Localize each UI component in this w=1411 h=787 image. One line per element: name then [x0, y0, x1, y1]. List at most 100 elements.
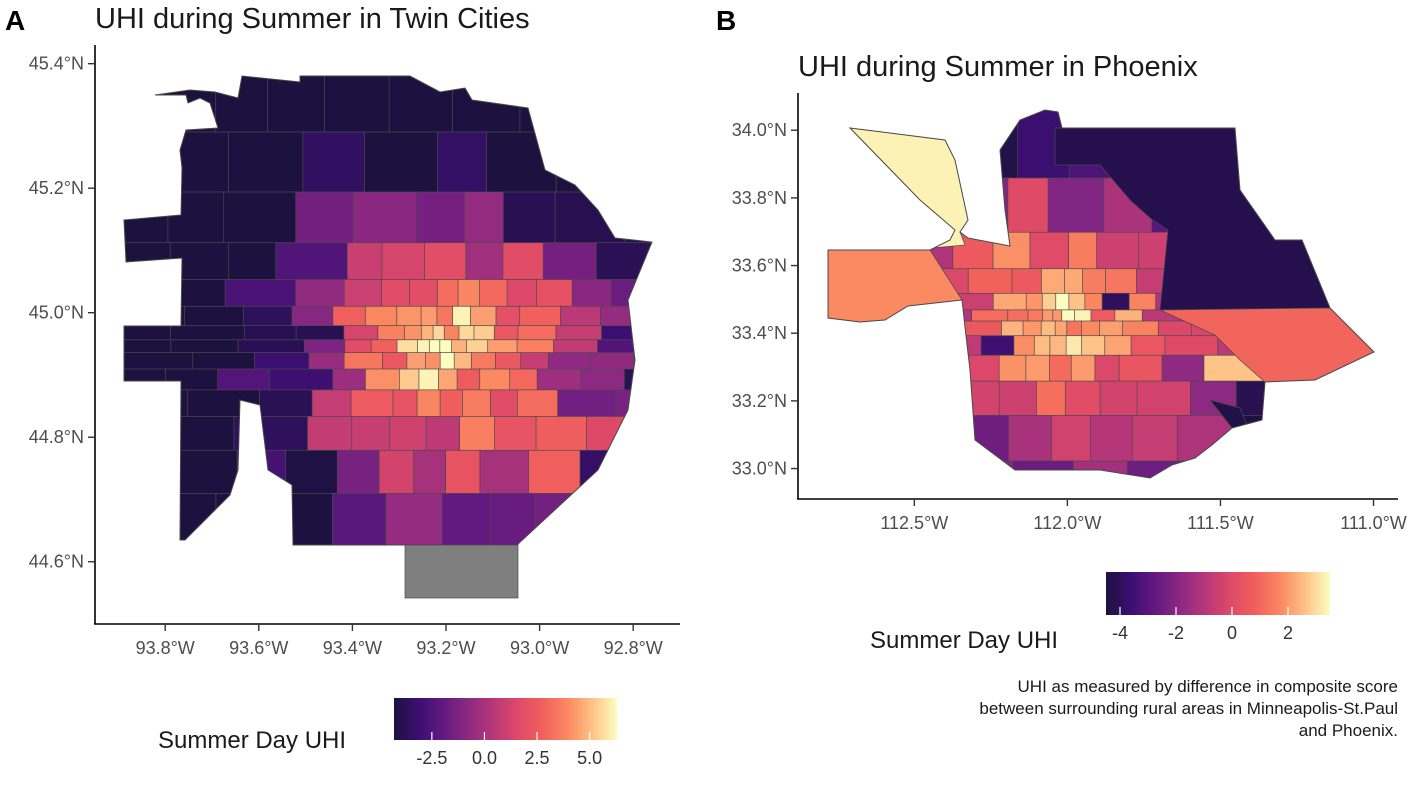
map-tract	[453, 352, 473, 370]
map-tract	[1008, 415, 1053, 462]
map-tract	[452, 305, 472, 327]
map-tract	[215, 493, 288, 545]
y-tick-label: 33.2°N	[732, 391, 787, 411]
map-tract	[1082, 268, 1107, 295]
map-tract	[438, 368, 458, 391]
map-tract	[451, 339, 468, 354]
map-tract	[385, 493, 443, 545]
map-tract	[547, 352, 591, 370]
map-tract	[1296, 177, 1374, 234]
caption-line-3: and Phoenix.	[1299, 721, 1398, 740]
map-tract	[364, 305, 398, 327]
map-tract	[406, 352, 427, 370]
map-tract	[828, 320, 890, 337]
map-tract	[396, 339, 419, 354]
y-tick-label: 33.4°N	[732, 323, 787, 343]
map-tract	[286, 493, 334, 545]
x-tick-label: 111.0°W	[1340, 513, 1407, 533]
map-tract	[1025, 292, 1044, 311]
map-tract	[998, 354, 1027, 382]
map-tract	[415, 191, 466, 244]
y-tick-label: 33.6°N	[732, 256, 787, 276]
map-tract	[332, 305, 367, 327]
map-tract	[1022, 320, 1043, 337]
map-tract	[436, 305, 454, 327]
map-tract	[439, 339, 453, 354]
map-tract	[295, 191, 354, 244]
map-tract	[1029, 231, 1070, 270]
map-tract	[336, 449, 380, 495]
panel-a-tracts	[124, 76, 710, 545]
map-tract	[1122, 320, 1160, 337]
panel-b-map	[827, 109, 1375, 479]
map-tract	[1356, 320, 1374, 337]
map-tract	[295, 325, 345, 341]
map-tract	[1136, 380, 1192, 417]
panel-b-title: UHI during Summer in Phoenix	[798, 51, 1198, 83]
map-tract	[553, 339, 599, 354]
legend-tick-label: -2.5	[416, 748, 447, 768]
map-tract	[473, 325, 496, 341]
panel-b-colorbar	[1106, 572, 1330, 615]
map-tract	[124, 416, 170, 452]
map-tract	[418, 368, 440, 391]
map-tract	[456, 368, 481, 391]
map-tract	[1325, 415, 1374, 462]
panel-b-legend: Summer Day UHI -4 -2 0 2	[870, 572, 1330, 654]
map-tract	[1049, 354, 1073, 382]
map-tract	[623, 368, 652, 391]
map-tract	[506, 279, 538, 308]
panel-a-missing-tract	[404, 544, 519, 599]
panel-b-tracts	[828, 110, 1374, 478]
map-tract	[1332, 268, 1374, 295]
map-tract	[425, 416, 461, 452]
map-tract	[1001, 320, 1024, 337]
y-tick-label: 45.0°N	[29, 303, 84, 323]
map-tract	[649, 449, 652, 495]
map-tract	[560, 305, 602, 327]
map-tract	[462, 389, 492, 418]
map-tract	[479, 449, 530, 495]
map-tract	[162, 279, 227, 308]
map-tract	[343, 352, 384, 370]
map-tract	[904, 309, 973, 322]
map-tract	[884, 415, 950, 462]
map-tract	[167, 191, 225, 244]
map-tract	[1011, 268, 1043, 295]
panel-a-y-ticks: 45.4°N 45.2°N 45.0°N 44.8°N 44.6°N	[29, 54, 95, 572]
map-tract	[332, 368, 367, 391]
panel-b-letter: B	[716, 5, 736, 36]
map-tract	[589, 352, 635, 370]
map-tract	[388, 76, 454, 133]
panel-b-x-ticks: 112.5°W 112.0°W 111.5°W 111.0°W	[880, 499, 1407, 533]
map-tract	[267, 76, 326, 133]
map-tract	[370, 339, 398, 354]
map-tract	[887, 320, 956, 337]
x-tick-label: 92.8°W	[604, 638, 663, 658]
map-tract	[954, 320, 1003, 337]
map-tract	[1064, 268, 1084, 295]
map-tract	[1130, 335, 1166, 357]
map-tract	[555, 131, 617, 193]
map-tract	[1066, 320, 1083, 337]
map-tract	[998, 380, 1038, 417]
map-tract	[828, 354, 901, 382]
panel-a-title: UHI during Summer in Twin Cities	[95, 3, 530, 35]
map-tract	[420, 305, 438, 327]
map-tract	[428, 339, 441, 354]
map-tract	[215, 76, 269, 133]
map-tract	[1040, 320, 1057, 337]
map-tract	[657, 306, 710, 326]
map-tract	[828, 177, 882, 234]
map-tract	[311, 389, 352, 418]
map-tract	[124, 305, 186, 327]
map-tract	[479, 279, 508, 308]
map-tract	[378, 449, 415, 495]
map-tract	[592, 76, 641, 133]
x-tick-label: 112.0°W	[1033, 513, 1101, 533]
map-tract	[885, 380, 948, 417]
map-tract	[554, 191, 627, 244]
caption: UHI as measured by difference in composi…	[979, 677, 1398, 740]
y-tick-label: 33.0°N	[732, 459, 787, 479]
map-tract	[1114, 309, 1144, 322]
